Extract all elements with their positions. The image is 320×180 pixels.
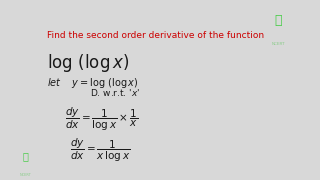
Text: 🌲: 🌲 bbox=[275, 14, 282, 27]
Text: NCERT: NCERT bbox=[20, 173, 31, 177]
Text: NCERT: NCERT bbox=[272, 42, 285, 46]
Text: $\dfrac{dy}{dx} = \dfrac{1}{\log x} \times \dfrac{1}{x}$: $\dfrac{dy}{dx} = \dfrac{1}{\log x} \tim… bbox=[65, 106, 138, 133]
Text: $\log\,(\log x)$: $\log\,(\log x)$ bbox=[47, 52, 130, 74]
Text: $\dfrac{dy}{dx} = \dfrac{1}{x\,\log x}$: $\dfrac{dy}{dx} = \dfrac{1}{x\,\log x}$ bbox=[70, 137, 130, 164]
Text: $\mathit{let}$    $y = \log\,(\log x)$: $\mathit{let}$ $y = \log\,(\log x)$ bbox=[47, 76, 139, 90]
Text: Find the second order derivative of the function: Find the second order derivative of the … bbox=[47, 31, 265, 40]
Text: D. w.r.t. '$x$': D. w.r.t. '$x$' bbox=[90, 87, 140, 98]
Text: 🌲: 🌲 bbox=[23, 151, 28, 161]
